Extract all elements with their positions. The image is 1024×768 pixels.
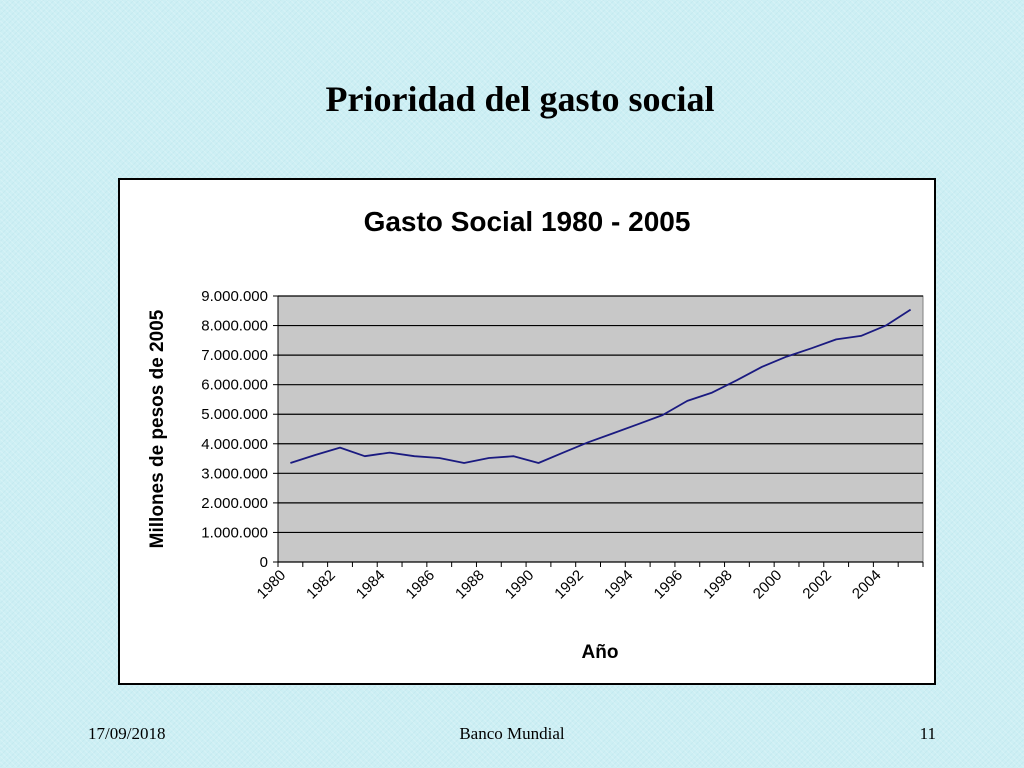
x-axis-label: Año bbox=[582, 642, 619, 663]
page-number: 11 bbox=[919, 724, 936, 743]
y-tick-label: 1.000.000 bbox=[201, 524, 268, 541]
x-tick-label: 2004 bbox=[849, 567, 885, 603]
y-axis-label: Millones de pesos de 2005 bbox=[147, 309, 168, 548]
grid-lines bbox=[278, 295, 923, 563]
x-tick-label: 1994 bbox=[601, 567, 637, 603]
y-tick-label: 3.000.000 bbox=[201, 465, 268, 482]
y-tick-label: 7.000.000 bbox=[201, 347, 268, 364]
x-tick-label: 1982 bbox=[303, 567, 339, 603]
x-axis-ticks: 1980 1982 1984 1986 1988 1990 1992 1994 1996 1998… bbox=[254, 562, 924, 603]
y-tick-label: 4.000.000 bbox=[201, 436, 268, 453]
footer-source: Banco Mundial bbox=[459, 724, 565, 743]
chart-frame: Gasto Social 1980 - 2005 0 1.000.000 2.000… bbox=[118, 178, 936, 685]
y-axis-ticks: 0 1.000.000 2.000.000 3.000.000 4.000.000 5.0… bbox=[201, 288, 278, 571]
x-tick-label: 1988 bbox=[452, 567, 488, 603]
series-layer bbox=[290, 308, 912, 464]
slide-title: Prioridad del gasto social bbox=[325, 79, 715, 119]
x-tick-label: 1986 bbox=[402, 567, 438, 603]
y-tick-label: 9.000.000 bbox=[201, 288, 268, 305]
x-tick-label: 1998 bbox=[700, 567, 736, 603]
x-tick-label: 1996 bbox=[651, 567, 687, 603]
y-tick-label: 8.000.000 bbox=[201, 318, 268, 335]
x-tick-label: 1980 bbox=[254, 567, 290, 603]
line-chart: Gasto Social 1980 - 2005 0 1.000.000 2.000… bbox=[147, 206, 924, 663]
y-tick-label: 5.000.000 bbox=[201, 406, 268, 423]
chart-title: Gasto Social 1980 - 2005 bbox=[364, 206, 691, 237]
plot-area bbox=[277, 295, 924, 563]
y-tick-label: 2.000.000 bbox=[201, 495, 268, 512]
y-tick-label: 6.000.000 bbox=[201, 377, 268, 394]
x-tick-label: 2000 bbox=[750, 567, 786, 603]
x-tick-label: 1984 bbox=[353, 567, 389, 603]
x-tick-label: 2002 bbox=[799, 567, 835, 603]
footer-date: 17/09/2018 bbox=[88, 724, 166, 743]
x-tick-label: 1990 bbox=[502, 567, 538, 603]
y-tick-label: 0 bbox=[260, 554, 268, 571]
x-tick-label: 1992 bbox=[551, 567, 587, 603]
series-line bbox=[290, 308, 912, 464]
